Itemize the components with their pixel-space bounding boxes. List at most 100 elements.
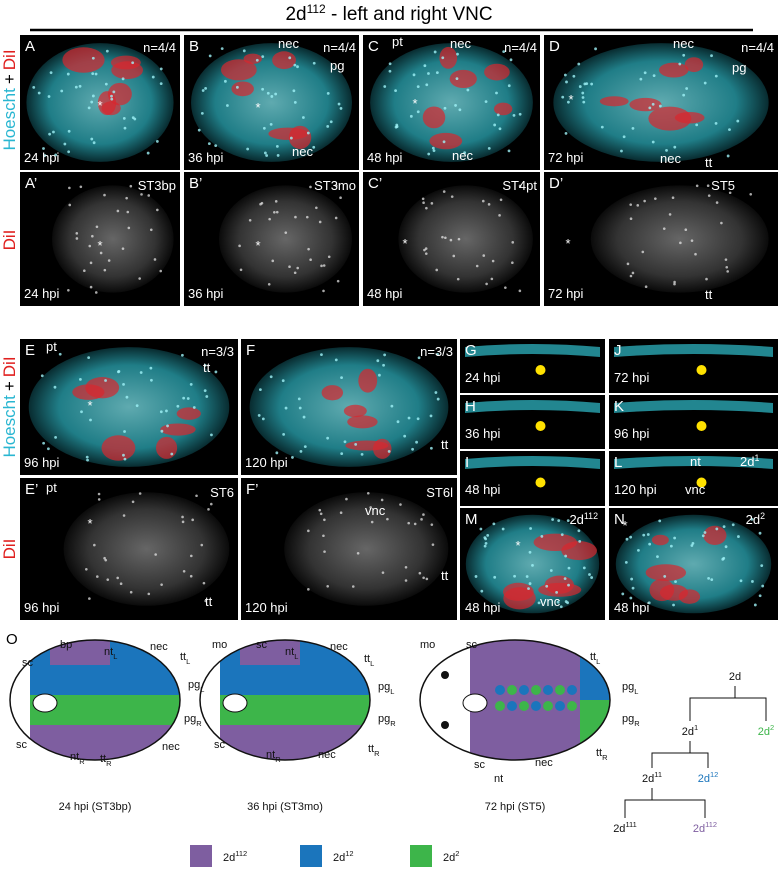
annotation: 72 hpi (548, 286, 584, 301)
annotation-text: ST3mo (314, 178, 356, 193)
title-text: 2d (285, 4, 306, 25)
signal (318, 220, 322, 224)
nucleus (750, 517, 754, 521)
signal (441, 235, 444, 239)
nucleus (159, 82, 163, 85)
signal (147, 194, 151, 197)
nucleus (507, 149, 511, 153)
region-label-text: sc (474, 759, 486, 771)
nucleus (159, 410, 163, 414)
signal (728, 191, 732, 195)
nucleus (674, 580, 677, 583)
annotation-text: n=4/4 (504, 40, 537, 55)
tree-node-text: 2d (642, 773, 654, 785)
dii-signal (493, 102, 513, 116)
caption: 24 hpi (ST3bp) (59, 801, 132, 813)
nucleus (625, 537, 629, 541)
nucleus (207, 142, 211, 146)
signal (127, 226, 131, 230)
stain: Hoescht (0, 395, 19, 458)
nucleus (49, 71, 53, 75)
nucleus (395, 123, 399, 127)
annotation: 96 hpi (614, 426, 650, 441)
nucleus (703, 81, 707, 85)
signal (498, 214, 501, 217)
nucleus (67, 129, 71, 133)
nucleus (297, 397, 301, 401)
cell (567, 701, 577, 711)
region-label-text: tt (364, 653, 370, 665)
embryo-outline (419, 639, 611, 761)
signal (154, 553, 157, 556)
annotation-text: tt (203, 360, 211, 375)
nucleus (104, 82, 108, 86)
nucleus (155, 140, 159, 143)
nucleus (125, 395, 129, 399)
signal (119, 582, 123, 585)
nucleus (292, 89, 296, 93)
caption-text: 72 hpi (ST5) (485, 801, 546, 813)
annotation-text: tt (705, 287, 713, 302)
cell (531, 685, 541, 695)
annotation: vnc (365, 503, 386, 518)
signal (641, 250, 645, 254)
nucleus (214, 370, 218, 374)
nucleus (417, 356, 421, 360)
nucleus (104, 379, 107, 382)
signal (97, 492, 101, 496)
signal (662, 227, 666, 230)
tree-node-sup: 112 (705, 820, 717, 829)
panel-label: E’ (25, 481, 38, 498)
signal (705, 277, 708, 281)
signal (423, 248, 426, 252)
nucleus (656, 555, 659, 559)
nucleus (751, 580, 754, 583)
nucleus (701, 534, 705, 538)
region-label-sub: R (106, 759, 112, 768)
nucleus (203, 363, 207, 367)
nucleus (301, 116, 305, 119)
signal (160, 583, 163, 586)
nucleus (566, 519, 570, 523)
annotation-text: * (87, 398, 92, 413)
signal (654, 197, 657, 200)
nucleus (690, 544, 694, 547)
nucleus (551, 518, 555, 521)
signal (629, 274, 633, 278)
annotation: 2d112 (569, 511, 598, 527)
dii-signal (648, 106, 692, 131)
nucleus (275, 144, 279, 148)
nucleus (647, 601, 651, 605)
nucleus (637, 548, 640, 552)
nucleus (266, 91, 270, 95)
nucleus (484, 537, 487, 541)
signal (424, 247, 428, 250)
marker (535, 365, 546, 375)
nucleus (396, 420, 400, 424)
annotation-text: 2d (569, 512, 583, 527)
dii-signal (155, 436, 178, 459)
nucleus (52, 130, 55, 134)
panel-label: B (189, 38, 199, 55)
annotation: tt (205, 594, 213, 609)
annotation-text: ST6l (426, 485, 453, 500)
dii-signal (429, 132, 463, 150)
region-label: ntL (104, 646, 117, 661)
nucleus (258, 388, 262, 392)
section (465, 344, 600, 357)
annotation-text: ST6 (210, 485, 234, 500)
dii-signal (62, 47, 105, 73)
annotation: 2d1 (740, 453, 759, 469)
signal (181, 520, 185, 524)
embryo (191, 43, 352, 162)
signal (425, 577, 429, 581)
nucleus (326, 91, 330, 95)
signal (307, 529, 310, 533)
nucleus (678, 62, 682, 66)
nucleus (40, 374, 44, 378)
dii-signal (220, 59, 257, 81)
region-label-text: nt (494, 773, 503, 785)
side-label: Hoescht + DiI (0, 356, 19, 457)
embryo (63, 492, 230, 606)
marker (696, 365, 707, 375)
